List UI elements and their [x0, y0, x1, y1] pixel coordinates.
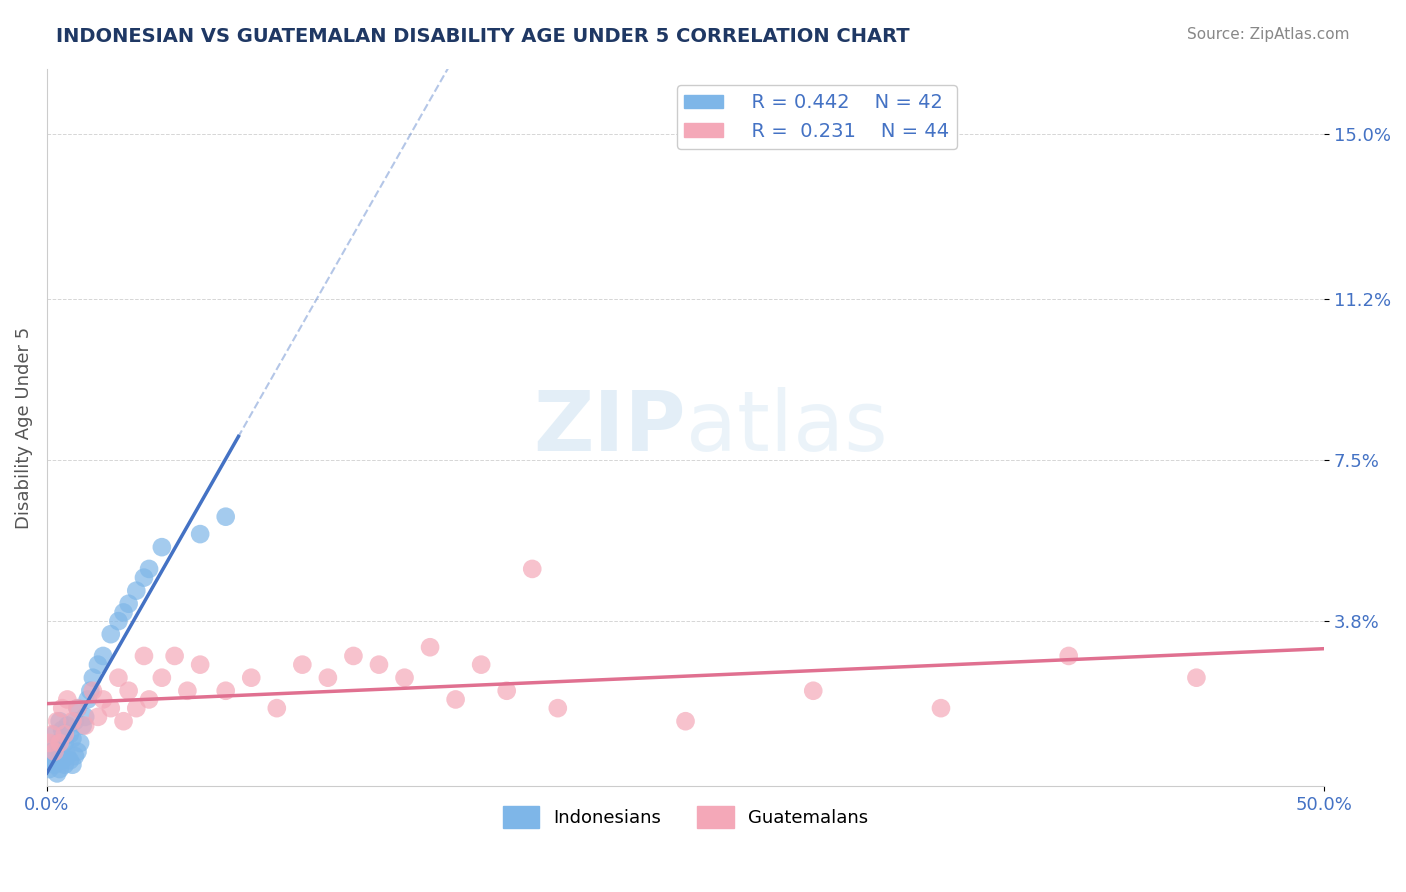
Point: [107, 614, 129, 628]
Point: [48, 714, 70, 729]
Point: [75, 710, 97, 724]
Point: [112, 606, 135, 620]
Text: Source: ZipAtlas.com: Source: ZipAtlas.com: [1187, 27, 1350, 42]
Point: [56, 692, 79, 706]
Point: [291, 657, 314, 672]
Point: [44, 757, 66, 772]
Point: [82, 671, 104, 685]
Point: [117, 597, 139, 611]
Point: [1057, 648, 1080, 663]
Point: [75, 718, 97, 732]
Point: [51, 753, 73, 767]
Point: [394, 671, 416, 685]
Point: [51, 701, 73, 715]
Point: [163, 648, 186, 663]
Point: [48, 745, 70, 759]
Point: [63, 749, 86, 764]
Point: [240, 671, 263, 685]
Point: [76, 692, 98, 706]
Point: [132, 571, 155, 585]
Point: [38, 762, 60, 776]
Point: [150, 540, 173, 554]
Point: [368, 657, 391, 672]
Point: [112, 714, 135, 729]
Point: [444, 692, 467, 706]
Point: [138, 692, 160, 706]
Point: [41, 745, 63, 759]
Legend: Indonesians, Guatemalans: Indonesians, Guatemalans: [496, 798, 876, 835]
Point: [66, 745, 89, 759]
Point: [91, 692, 114, 706]
Point: [66, 701, 89, 715]
Point: [48, 736, 70, 750]
Point: [675, 714, 697, 729]
Point: [87, 657, 110, 672]
Point: [53, 736, 76, 750]
Point: [107, 671, 129, 685]
Point: [100, 701, 122, 715]
Point: [138, 562, 160, 576]
Point: [41, 753, 63, 767]
Point: [495, 683, 517, 698]
Point: [150, 671, 173, 685]
Point: [215, 509, 238, 524]
Point: [188, 657, 211, 672]
Point: [44, 727, 66, 741]
Y-axis label: Disability Age Under 5: Disability Age Under 5: [15, 326, 32, 529]
Point: [59, 727, 82, 741]
Text: ZIP: ZIP: [533, 387, 686, 468]
Text: INDONESIAN VS GUATEMALAN DISABILITY AGE UNDER 5 CORRELATION CHART: INDONESIAN VS GUATEMALAN DISABILITY AGE …: [56, 27, 910, 45]
Point: [215, 683, 238, 698]
Point: [46, 736, 69, 750]
Point: [117, 683, 139, 698]
Point: [132, 648, 155, 663]
Point: [46, 714, 69, 729]
Point: [342, 648, 364, 663]
Point: [56, 718, 79, 732]
Point: [53, 757, 76, 772]
Point: [1185, 671, 1208, 685]
Point: [38, 736, 60, 750]
Point: [91, 648, 114, 663]
Point: [44, 745, 66, 759]
Point: [56, 749, 79, 764]
Point: [41, 727, 63, 741]
Point: [48, 762, 70, 776]
Point: [62, 731, 84, 746]
Text: atlas: atlas: [686, 387, 887, 468]
Point: [53, 727, 76, 741]
Point: [470, 657, 492, 672]
Point: [801, 683, 824, 698]
Point: [66, 701, 89, 715]
Point: [316, 671, 339, 685]
Point: [46, 766, 69, 780]
Point: [100, 627, 122, 641]
Point: [266, 701, 288, 715]
Point: [69, 736, 91, 750]
Point: [419, 640, 441, 655]
Point: [62, 714, 84, 729]
Point: [63, 714, 86, 729]
Point: [82, 683, 104, 698]
Point: [51, 723, 73, 737]
Point: [62, 757, 84, 772]
Point: [125, 701, 148, 715]
Point: [79, 683, 101, 698]
Point: [547, 701, 569, 715]
Point: [188, 527, 211, 541]
Point: [125, 583, 148, 598]
Point: [522, 562, 544, 576]
Point: [176, 683, 198, 698]
Point: [87, 710, 110, 724]
Point: [929, 701, 952, 715]
Point: [72, 718, 94, 732]
Point: [59, 753, 82, 767]
